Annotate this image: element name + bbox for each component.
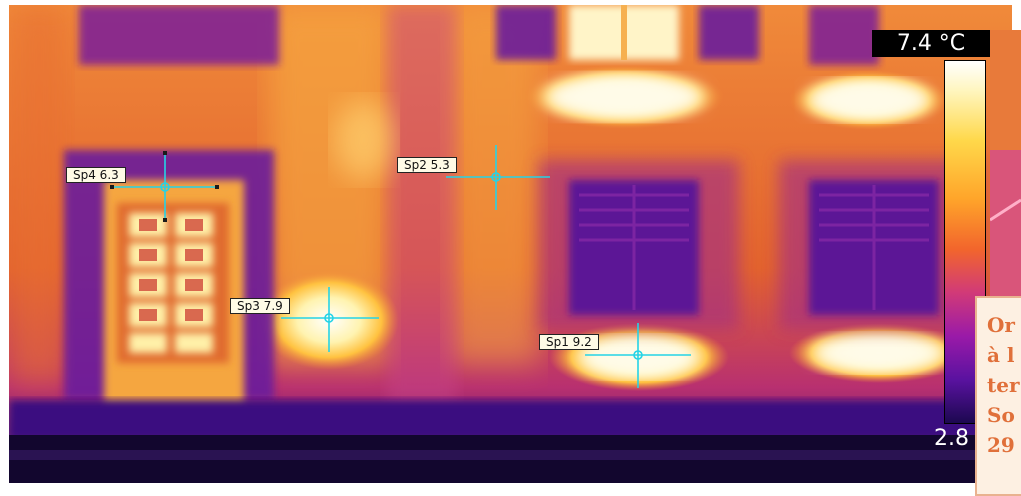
sp3-crosshair xyxy=(281,287,379,352)
thermal-image-frame: Sp4 6.3 Sp2 5.3 Sp3 7.9 Sp1 9.2 xyxy=(9,5,1012,483)
spot-label-sp2: Sp2 5.3 xyxy=(397,157,457,173)
caption-line: Or xyxy=(987,313,1015,337)
caption-line: 29 xyxy=(987,433,1015,457)
scale-min-label: 2.8 xyxy=(934,426,969,451)
spot-label-sp4: Sp4 6.3 xyxy=(66,167,126,183)
right-image-strip xyxy=(990,30,1021,300)
spot-label-sp3: Sp3 7.9 xyxy=(230,298,290,314)
sp4-crosshair xyxy=(110,151,219,222)
spot-label-sp1: Sp1 9.2 xyxy=(539,334,599,350)
scale-max-label: 7.4 °C xyxy=(872,30,990,57)
sp2-crosshair xyxy=(446,145,550,210)
caption-line: So xyxy=(987,403,1015,427)
caption-line: à l xyxy=(987,343,1015,367)
caption-box: Or à l ter So 29 xyxy=(975,296,1021,496)
thermal-image xyxy=(9,5,1012,483)
sp1-crosshair xyxy=(585,323,691,388)
caption-line: ter xyxy=(987,373,1020,397)
